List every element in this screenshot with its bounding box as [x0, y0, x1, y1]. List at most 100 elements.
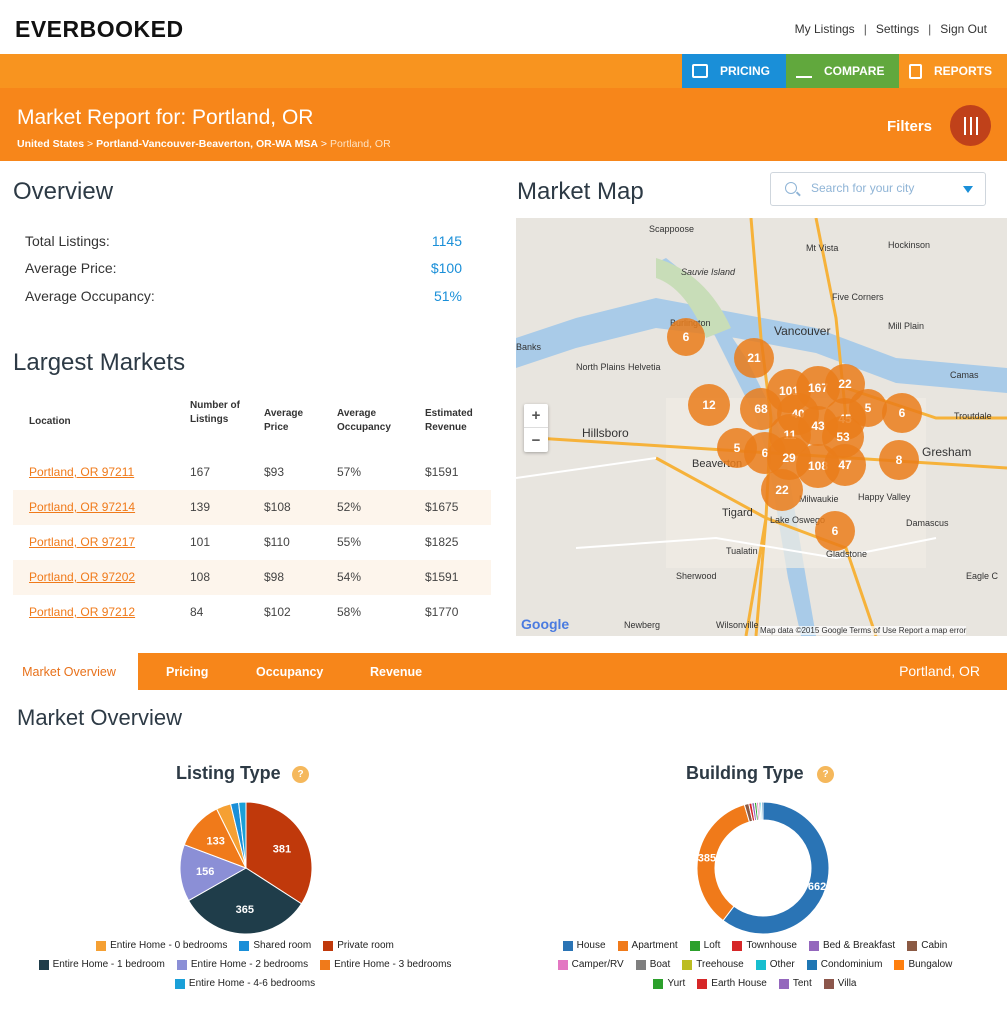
legend-item[interactable]: Tent — [778, 978, 812, 989]
pie-slice[interactable] — [722, 801, 830, 935]
table-row: Portland, OR 97217 101 $110 55% $1825 — [13, 525, 491, 560]
settings-link[interactable]: Settings — [875, 22, 920, 36]
legend-swatch — [697, 978, 708, 989]
filters-label[interactable]: Filters — [886, 118, 932, 135]
legend-item[interactable]: Treehouse — [682, 959, 744, 970]
listing-cluster[interactable]: 21 — [734, 338, 774, 378]
reports-nav-button[interactable]: REPORTS — [899, 54, 1007, 88]
legend-item[interactable]: Shared room — [239, 940, 311, 951]
market-map[interactable]: Scappoose Mt Vista Hockinson Sauvie Isla… — [516, 218, 1007, 636]
breadcrumb-msa[interactable]: Portland-Vancouver-Beaverton, OR-WA MSA — [96, 138, 318, 150]
legend-item[interactable]: Entire Home - 3 bedrooms — [320, 959, 451, 970]
help-icon[interactable]: ? — [292, 766, 309, 783]
city-search-input[interactable] — [811, 181, 961, 195]
location-link[interactable]: Portland, OR 97217 — [29, 535, 136, 549]
legend-item[interactable]: Entire Home - 0 bedrooms — [96, 940, 227, 951]
city-search[interactable] — [770, 172, 986, 206]
breadcrumb: United States > Portland-Vancouver-Beave… — [17, 138, 391, 150]
legend-item[interactable]: Entire Home - 1 bedroom — [38, 959, 165, 970]
pie-slice[interactable] — [187, 867, 303, 935]
legend-item[interactable]: Boat — [635, 959, 670, 970]
legend-label: Entire Home - 1 bedroom — [52, 959, 165, 970]
tab-occupancy[interactable]: Occupancy — [256, 664, 324, 679]
legend-item[interactable]: Other — [755, 959, 795, 970]
legend-item[interactable]: Entire Home - 2 bedrooms — [176, 959, 308, 970]
listing-cluster[interactable]: 6 — [667, 318, 705, 356]
breadcrumb-country[interactable]: United States — [17, 138, 85, 150]
price-cell: $108 — [264, 500, 291, 514]
listing-cluster[interactable]: 47 — [824, 444, 866, 486]
account-links: My Listings | Settings | Sign Out — [795, 22, 987, 36]
location-link[interactable]: Portland, OR 97202 — [29, 570, 136, 584]
my-listings-link[interactable]: My Listings — [794, 22, 855, 36]
market-map-title: Market Map — [517, 178, 644, 205]
overview-label: Average Occupancy: — [25, 288, 155, 304]
legend-item[interactable]: Loft — [689, 940, 721, 951]
legend-item[interactable]: Townhouse — [732, 940, 797, 951]
legend-swatch — [176, 959, 187, 970]
legend-swatch — [557, 959, 568, 970]
map-label: Gresham — [922, 445, 972, 459]
legend-item[interactable]: Entire Home - 4-6 bedrooms — [174, 978, 315, 989]
tab-pricing[interactable]: Pricing — [166, 664, 209, 679]
location-link[interactable]: Portland, OR 97214 — [29, 500, 136, 514]
location-link[interactable]: Portland, OR 97211 — [29, 465, 135, 479]
legend-item[interactable]: Camper/RV — [557, 959, 624, 970]
legend-item[interactable]: Earth House — [697, 978, 767, 989]
legend-label: Shared room — [253, 940, 312, 951]
location-link[interactable]: Portland, OR 97212 — [29, 605, 136, 619]
building-type-legend: House Apartment Loft Townhouse Bed & Breakfa… — [505, 940, 1005, 997]
legend-swatch — [823, 978, 834, 989]
pricing-nav-button[interactable]: PRICING — [682, 54, 786, 88]
pie-slice[interactable] — [760, 801, 764, 821]
search-icon — [785, 182, 797, 194]
col-location: Location — [29, 416, 71, 427]
compare-nav-button[interactable]: COMPARE — [786, 54, 899, 88]
legend-item[interactable]: Villa — [823, 978, 857, 989]
listing-cluster[interactable]: 6 — [882, 393, 922, 433]
brand-logo[interactable]: EVERBOOKED — [15, 16, 184, 42]
report-icon — [909, 63, 922, 79]
listings-cell: 167 — [190, 465, 211, 479]
map-label: Gladstone — [826, 549, 868, 559]
revenue-cell: $1770 — [425, 605, 459, 619]
slice-data-label: 381 — [273, 843, 291, 855]
legend-item[interactable]: Bed & Breakfast — [808, 940, 896, 951]
pie-slice[interactable] — [179, 844, 248, 902]
sign-out-link[interactable]: Sign Out — [940, 22, 987, 36]
map-zoom-control: + − — [524, 404, 548, 452]
legend-item[interactable]: Condominium — [806, 959, 882, 970]
legend-item[interactable]: Bungalow — [894, 959, 952, 970]
legend-item[interactable]: Private room — [323, 940, 394, 951]
filters-button[interactable] — [950, 105, 991, 146]
occupancy-cell: 58% — [337, 605, 362, 619]
legend-item[interactable]: Apartment — [617, 940, 678, 951]
legend-swatch — [635, 959, 646, 970]
chevron-down-icon[interactable] — [963, 186, 973, 193]
legend-row: House Apartment Loft Townhouse Bed & Breakfa… — [505, 940, 1005, 951]
legend-label: Bungalow — [908, 959, 953, 970]
legend-label: Bed & Breakfast — [822, 940, 896, 951]
pie-slice[interactable] — [238, 801, 247, 869]
listing-cluster[interactable]: 22 — [761, 469, 803, 511]
tab-revenue[interactable]: Revenue — [370, 664, 423, 679]
breadcrumb-separator: > — [320, 138, 330, 150]
legend-label: Earth House — [711, 978, 767, 989]
zoom-in-button[interactable]: + — [524, 404, 548, 428]
price-cell: $93 — [264, 465, 285, 479]
tab-market-overview[interactable]: Market Overview — [0, 653, 138, 690]
listing-cluster[interactable]: 12 — [688, 384, 730, 426]
map-label: Lake Oswego — [770, 515, 826, 525]
map-label: Sauvie Island — [681, 267, 736, 277]
listing-cluster[interactable]: 8 — [879, 440, 919, 480]
legend-item[interactable]: Yurt — [653, 978, 685, 989]
listing-cluster[interactable]: 6 — [815, 511, 855, 551]
legend-label: Loft — [703, 940, 721, 951]
help-icon[interactable]: ? — [817, 766, 834, 783]
compare-nav-label: COMPARE — [824, 64, 885, 78]
legend-item[interactable]: House — [562, 940, 606, 951]
legend-item[interactable]: Cabin — [907, 940, 947, 951]
listing-type-pie: 381 365 156 133 — [179, 801, 313, 935]
breadcrumb-separator: > — [87, 138, 97, 150]
zoom-out-button[interactable]: − — [531, 431, 541, 449]
